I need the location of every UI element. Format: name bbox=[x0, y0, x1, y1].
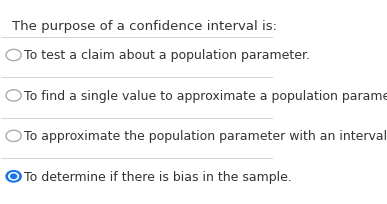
Circle shape bbox=[6, 171, 21, 182]
Circle shape bbox=[9, 173, 19, 180]
Circle shape bbox=[10, 174, 17, 179]
Text: To find a single value to approximate a population parameter.: To find a single value to approximate a … bbox=[24, 90, 387, 102]
Text: To test a claim about a population parameter.: To test a claim about a population param… bbox=[24, 49, 310, 62]
Text: To determine if there is bias in the sample.: To determine if there is bias in the sam… bbox=[24, 170, 292, 183]
Text: To approximate the population parameter with an interval.: To approximate the population parameter … bbox=[24, 130, 387, 143]
Text: The purpose of a confidence interval is:: The purpose of a confidence interval is: bbox=[12, 20, 277, 32]
